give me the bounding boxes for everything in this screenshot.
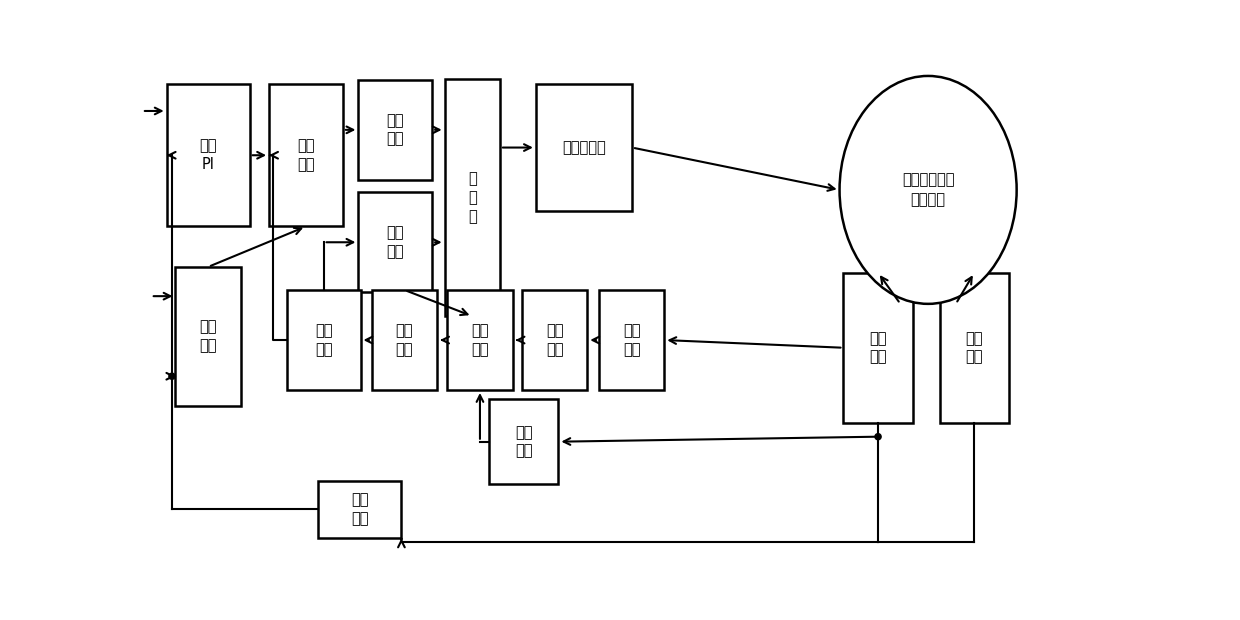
Circle shape	[169, 373, 175, 379]
Ellipse shape	[839, 76, 1017, 304]
Text: 转速
PI: 转速 PI	[200, 138, 217, 172]
Bar	[536, 84, 632, 211]
Text: 开
关
表: 开 关 表	[467, 172, 476, 224]
Bar	[940, 273, 1009, 423]
Text: 磁链
比较: 磁链 比较	[315, 323, 332, 357]
Bar	[599, 290, 665, 390]
Bar	[522, 290, 588, 390]
Text: 转矩
估算: 转矩 估算	[515, 425, 533, 459]
Bar	[269, 84, 343, 226]
Bar	[444, 79, 500, 316]
Text: 磁链
滞环: 磁链 滞环	[387, 226, 404, 259]
Bar	[490, 399, 558, 484]
Bar	[175, 267, 241, 405]
Bar	[286, 290, 361, 390]
Text: 转矩
滞环: 转矩 滞环	[387, 113, 404, 147]
Circle shape	[875, 433, 882, 440]
Text: 磁链
估算: 磁链 估算	[622, 323, 640, 357]
Text: 坐标
变换: 坐标 变换	[546, 323, 563, 357]
Text: 扇区
判断: 扇区 判断	[396, 323, 413, 357]
Text: 转速
比较: 转速 比较	[200, 319, 217, 353]
Bar	[372, 290, 438, 390]
Text: 电流
检测: 电流 检测	[869, 331, 887, 365]
Text: 转矩
比较: 转矩 比较	[298, 138, 315, 172]
Bar	[448, 290, 512, 390]
Text: 横向磁通开关
磁阻电机: 横向磁通开关 磁阻电机	[901, 172, 955, 207]
Bar	[319, 480, 402, 538]
Text: 功率变换器: 功率变换器	[562, 140, 606, 155]
Bar	[358, 80, 433, 180]
Bar	[358, 192, 433, 292]
Text: 矢量
计算: 矢量 计算	[471, 323, 489, 357]
Bar	[843, 273, 913, 423]
Text: 位置
检测: 位置 检测	[966, 331, 983, 365]
Bar	[166, 84, 249, 226]
Text: 转速
计算: 转速 计算	[351, 493, 368, 526]
